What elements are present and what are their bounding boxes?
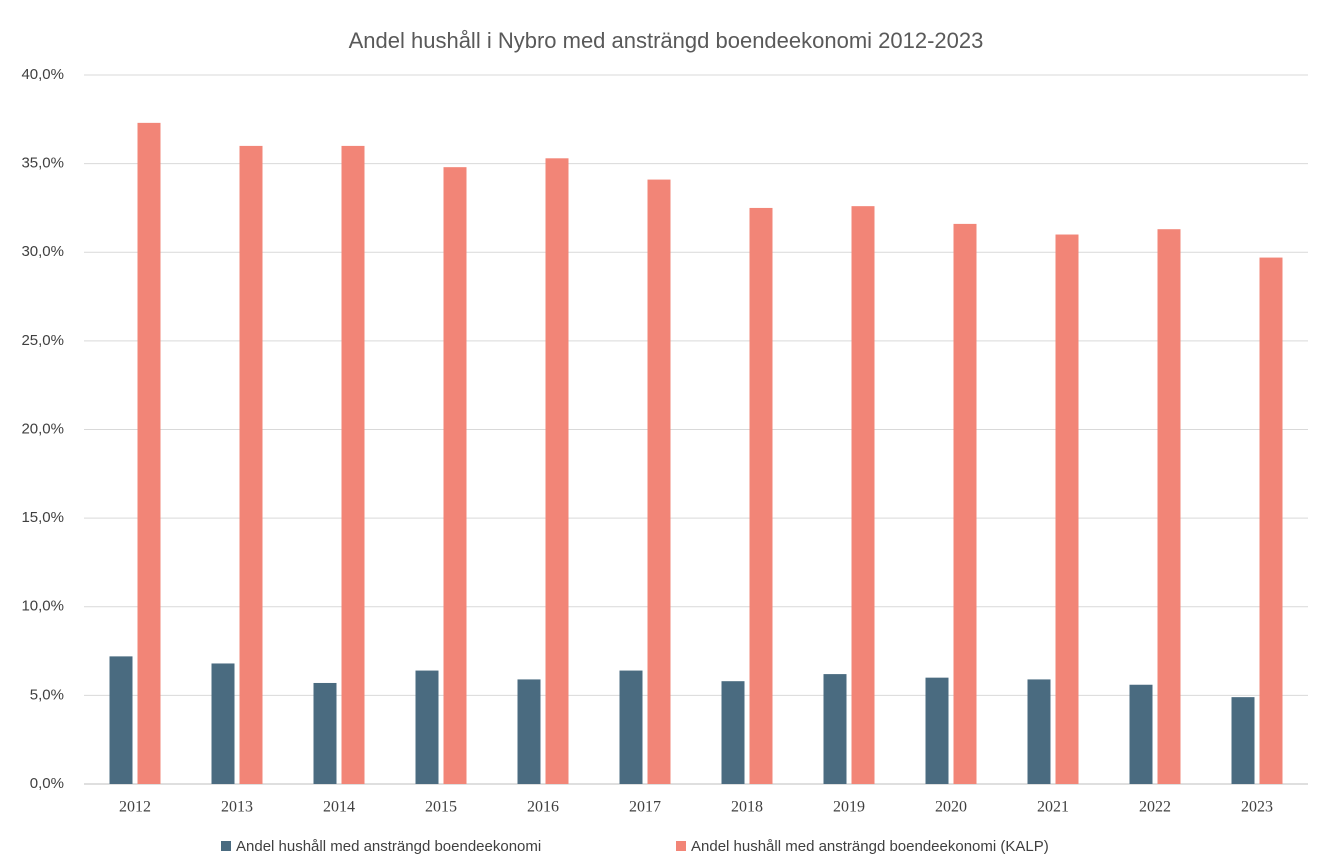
bar	[545, 158, 569, 784]
bar	[109, 656, 133, 784]
x-tick-label: 2023	[1241, 799, 1273, 816]
y-tick-label: 20,0%	[21, 420, 64, 437]
legend-label: Andel hushåll med ansträngd boendeekonom…	[236, 838, 541, 855]
bar	[721, 681, 745, 784]
legend-swatch	[676, 841, 686, 851]
x-tick-label: 2017	[629, 799, 661, 816]
y-tick-label: 15,0%	[21, 509, 64, 526]
bar	[313, 682, 337, 784]
bar	[1129, 684, 1153, 784]
bar	[619, 670, 643, 784]
bar	[823, 674, 847, 784]
x-tick-label: 2019	[833, 799, 865, 816]
bar	[647, 179, 671, 784]
x-tick-label: 2015	[425, 799, 457, 816]
legend-label: Andel hushåll med ansträngd boendeekonom…	[691, 838, 1049, 855]
bar	[415, 670, 439, 784]
bar	[1055, 234, 1079, 784]
chart-title: Andel hushåll i Nybro med ansträngd boen…	[349, 28, 984, 53]
bar	[953, 223, 977, 784]
y-tick-label: 40,0%	[21, 66, 64, 83]
y-tick-label: 25,0%	[21, 332, 64, 349]
bar	[1231, 697, 1255, 784]
bar	[749, 207, 773, 784]
bar	[517, 679, 541, 784]
bar	[239, 145, 263, 784]
x-tick-label: 2022	[1139, 799, 1171, 816]
bar	[211, 663, 235, 784]
y-tick-label: 30,0%	[21, 243, 64, 260]
x-tick-label: 2018	[731, 799, 763, 816]
x-tick-label: 2020	[935, 799, 967, 816]
x-tick-label: 2012	[119, 799, 151, 816]
bar	[1027, 679, 1051, 784]
y-tick-label: 0,0%	[30, 775, 64, 792]
x-tick-label: 2016	[527, 799, 559, 816]
x-tick-label: 2021	[1037, 799, 1069, 816]
x-tick-label: 2013	[221, 799, 253, 816]
legend-swatch	[221, 841, 231, 851]
bar	[443, 167, 467, 785]
bar	[137, 122, 161, 785]
y-tick-label: 35,0%	[21, 155, 64, 172]
x-tick-label: 2014	[323, 799, 355, 816]
bar	[1157, 229, 1181, 784]
bar	[851, 206, 875, 785]
bar	[341, 145, 365, 784]
y-tick-label: 5,0%	[30, 686, 64, 703]
y-tick-label: 10,0%	[21, 598, 64, 615]
bar	[925, 677, 949, 784]
bar	[1259, 257, 1283, 784]
